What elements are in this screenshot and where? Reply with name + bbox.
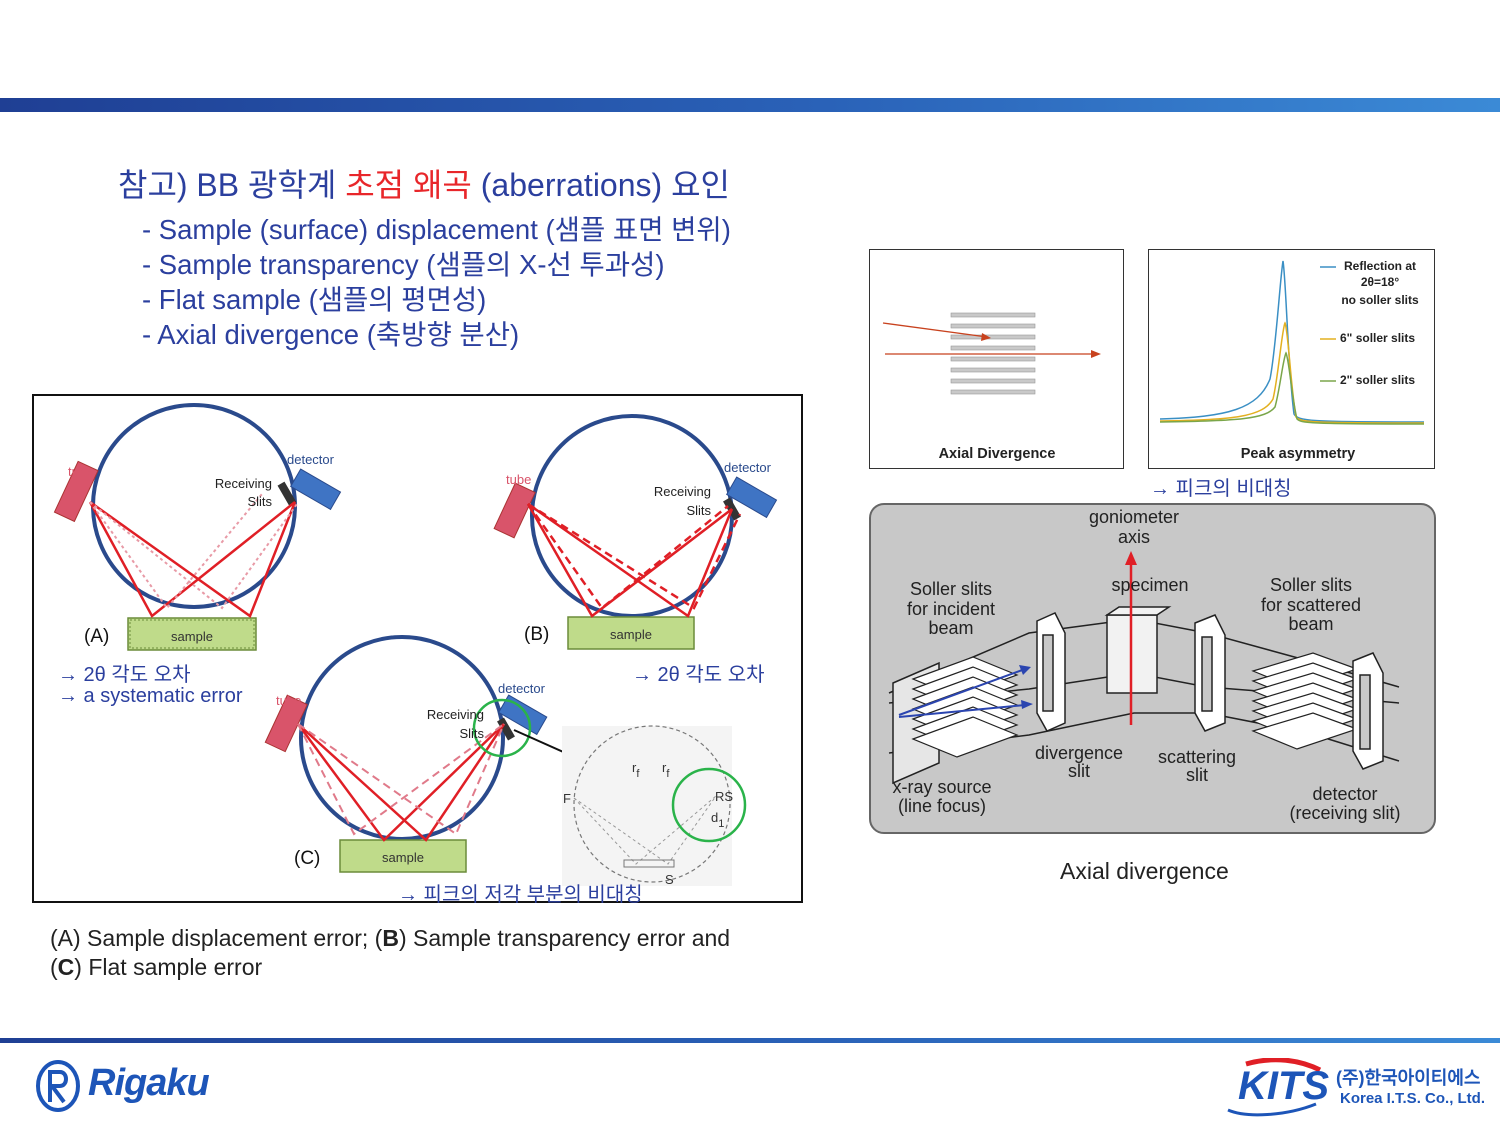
aberration-diagram: sample tube detector Receiving Slits (A)…	[32, 394, 803, 903]
svg-text:axis: axis	[1118, 527, 1150, 547]
axial-divergence-panel: Axial Divergence	[869, 249, 1124, 469]
svg-text:Receiving: Receiving	[215, 476, 272, 491]
svg-text:sample: sample	[382, 850, 424, 865]
figure-caption: (A) Sample displacement error; (B) Sampl…	[50, 925, 731, 980]
svg-text:6" soller slits: 6" soller slits	[1340, 331, 1415, 345]
svg-text:divergence: divergence	[1035, 743, 1123, 763]
svg-text:Receiving: Receiving	[427, 707, 484, 722]
slide-title: 참고) BB 광학계 초점 왜곡 (aberrations) 요인	[118, 167, 730, 203]
rigaku-mark-icon	[36, 1060, 80, 1112]
label-a: (A)	[84, 626, 109, 647]
rigaku-logo: Rigaku	[34, 1058, 254, 1114]
svg-text:specimen: specimen	[1111, 575, 1188, 595]
svg-text:Slits: Slits	[459, 726, 484, 741]
svg-text:2θ=18°: 2θ=18°	[1361, 275, 1400, 289]
svg-text:RS: RS	[715, 789, 733, 804]
svg-text:slit: slit	[1068, 761, 1090, 781]
title-highlight: 초점 왜곡	[345, 167, 472, 203]
svg-text:detector: detector	[498, 681, 546, 696]
label-c: (C)	[294, 848, 320, 869]
header-bar	[0, 98, 1500, 112]
goniometer-diagram: goniometer axis specimen Soller slits fo…	[869, 503, 1436, 834]
axial-caption: Axial divergence	[1060, 858, 1229, 884]
svg-text:detector: detector	[1312, 784, 1377, 804]
svg-text:Soller slits: Soller slits	[1270, 575, 1352, 595]
svg-text:rf: rf	[632, 760, 640, 780]
svg-text:slit: slit	[1186, 765, 1208, 785]
svg-text:sample: sample	[610, 627, 652, 642]
diagram-a: sample tube detector Receiving Slits (A)	[53, 403, 342, 651]
bullet-item: - Sample transparency (샘플의 X-선 투과성)	[142, 249, 665, 280]
svg-text:beam: beam	[1288, 614, 1333, 634]
svg-text:S: S	[665, 872, 674, 887]
svg-text:Slits: Slits	[247, 494, 272, 509]
svg-text:d1: d1	[711, 810, 724, 830]
svg-text:tube: tube	[276, 693, 301, 708]
bullet-item: - Flat sample (샘플의 평면성)	[142, 284, 487, 315]
note-b: → 2θ 각도 오차	[632, 664, 765, 686]
svg-text:Peak asymmetry: Peak asymmetry	[1241, 446, 1355, 462]
svg-text:Axial Divergence: Axial Divergence	[939, 446, 1056, 462]
svg-text:x-ray source: x-ray source	[892, 777, 991, 797]
svg-text:Reflection at: Reflection at	[1344, 259, 1416, 273]
svg-text:F: F	[563, 791, 571, 806]
bullet-list: - Sample (surface) displacement (샘플 표면 변…	[142, 212, 731, 352]
kits-logo: KITS (주)한국아이티에스 Korea I.T.S. Co., Ltd.	[1226, 1058, 1485, 1118]
svg-text:tube: tube	[506, 472, 531, 487]
svg-text:(receiving slit): (receiving slit)	[1289, 803, 1400, 823]
svg-text:no soller slits: no soller slits	[1341, 293, 1419, 307]
svg-text:for scattered: for scattered	[1261, 595, 1361, 615]
svg-text:detector: detector	[724, 460, 772, 475]
svg-text:Slits: Slits	[686, 503, 711, 518]
svg-text:scattering: scattering	[1158, 747, 1236, 767]
svg-text:Soller slits: Soller slits	[910, 579, 992, 599]
svg-text:(line focus): (line focus)	[898, 796, 986, 816]
peak-note: → 피크의 비대칭	[1150, 478, 1292, 500]
bullet-item: - Sample (surface) displacement (샘플 표면 변…	[142, 214, 731, 245]
diagram-b: sample tube detector Receiving Slits (B)	[493, 414, 778, 650]
note-a2: → a systematic error	[58, 685, 243, 707]
svg-text:tube: tube	[68, 464, 93, 479]
label-b: (B)	[524, 624, 549, 645]
bullet-item: - Axial divergence (축방향 분산)	[142, 319, 520, 350]
svg-text:for incident: for incident	[907, 599, 995, 619]
footer-bar	[0, 1038, 1500, 1043]
svg-text:2" soller slits: 2" soller slits	[1340, 373, 1415, 387]
inset-diagram: F RS rf rf d1 S	[562, 725, 747, 887]
svg-text:detector: detector	[287, 452, 335, 467]
sample-label: sample	[171, 629, 213, 644]
svg-text:beam: beam	[928, 618, 973, 638]
note-c: → 피크의 저각 부분의 비대칭	[398, 884, 643, 906]
svg-text:goniometer: goniometer	[1089, 507, 1179, 527]
note-a1: → 2θ 각도 오차	[58, 664, 191, 686]
peak-asymmetry-panel: Reflection at 2θ=18° no soller slits 6" …	[1148, 249, 1435, 469]
kits-swoosh-icon	[1227, 1058, 1322, 1117]
svg-text:rf: rf	[662, 760, 670, 780]
svg-text:Receiving: Receiving	[654, 484, 711, 499]
